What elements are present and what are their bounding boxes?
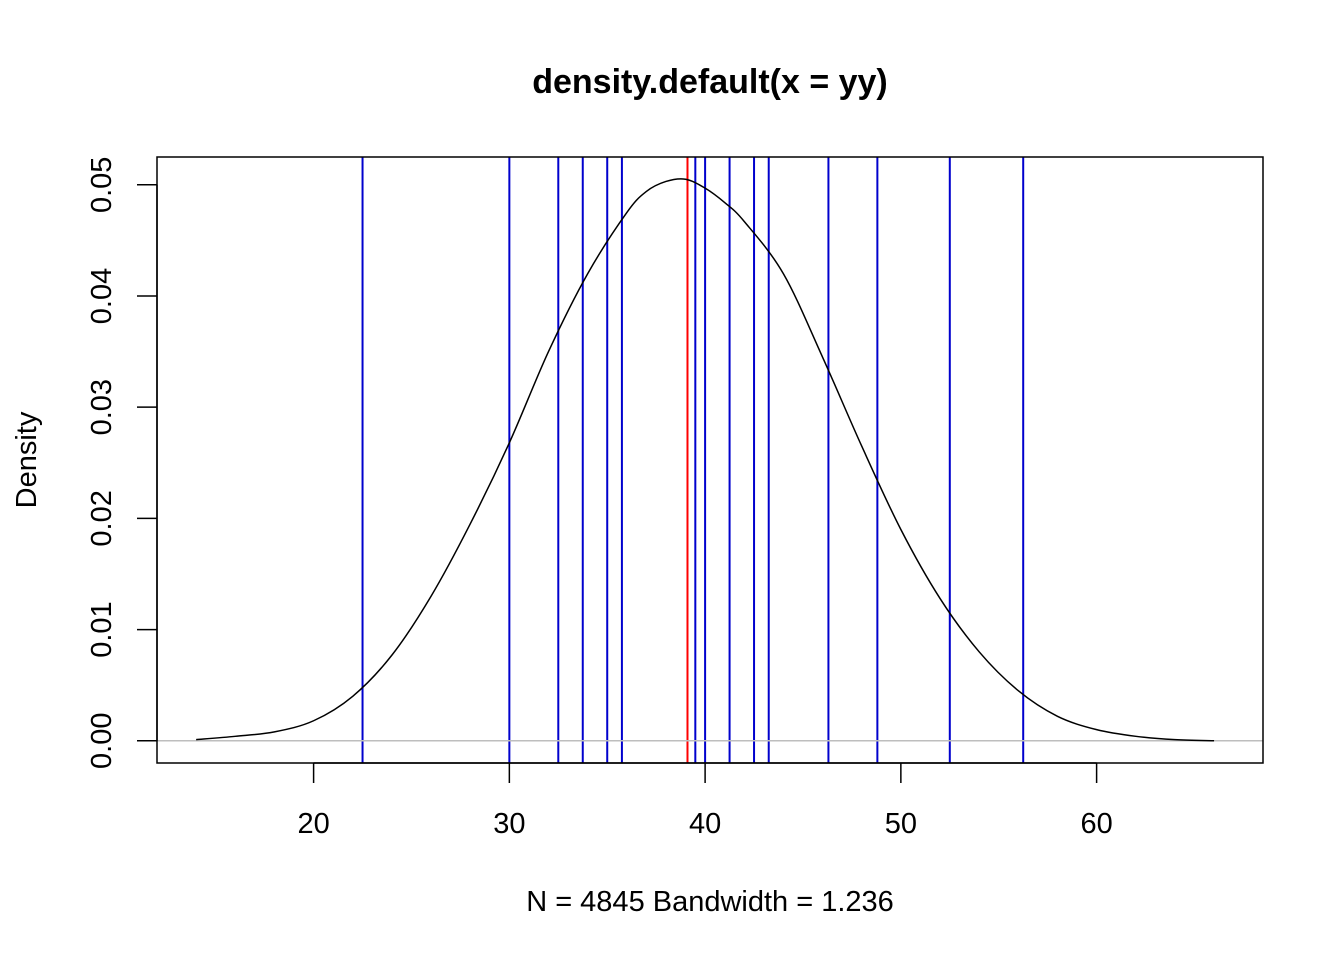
x-tick-label: 30 [493, 808, 525, 840]
x-tick-label: 50 [885, 808, 917, 840]
chart-title: density.default(x = yy) [532, 63, 888, 101]
density-curve [196, 178, 1215, 742]
x-tick-label: 20 [297, 808, 329, 840]
y-axis: 0.00 0.01 0.02 0.03 0.04 0.05 [86, 157, 158, 769]
x-tick-label: 60 [1080, 808, 1112, 840]
x-axis: 20 30 40 50 60 [297, 762, 1113, 840]
y-tick-label: 0.01 [86, 601, 118, 657]
x-axis-label: N = 4845 Bandwidth = 1.236 [526, 886, 894, 918]
x-tick-label: 40 [689, 808, 721, 840]
y-tick-label: 0.04 [86, 268, 118, 324]
vertical-lines-group [361, 157, 1025, 763]
y-tick-label: 0.00 [86, 713, 118, 769]
plot-frame [156, 156, 1264, 764]
y-tick-label: 0.05 [86, 157, 118, 213]
y-tick-label: 0.02 [86, 490, 118, 546]
y-axis-label: Density [11, 411, 43, 508]
y-tick-label: 0.03 [86, 379, 118, 435]
